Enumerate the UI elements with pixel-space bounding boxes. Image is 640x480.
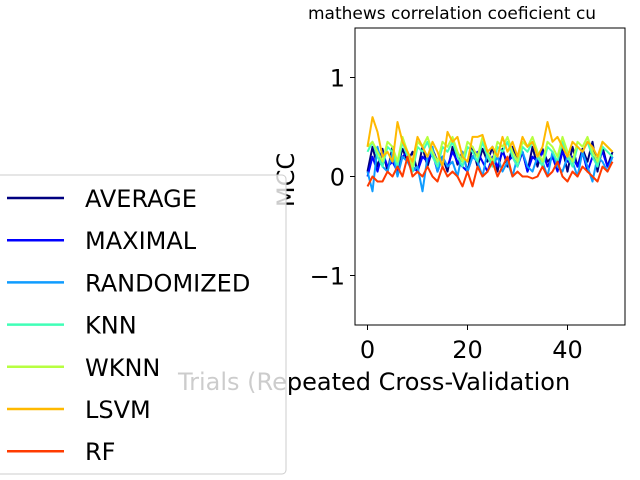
legend-label-average: AVERAGE (85, 185, 197, 213)
axes-frame (354, 27, 626, 326)
series-line-lsvm (366, 116, 614, 168)
legend-label-lsvm: LSVM (85, 396, 151, 424)
y-tick-label: 0 (330, 164, 345, 192)
legend-box (0, 174, 287, 475)
plot-lines (366, 116, 614, 193)
legend-label-rf: RF (85, 438, 115, 466)
x-tick-label: 40 (552, 336, 583, 364)
x-tick-label: 20 (452, 336, 483, 364)
x-axis-ticks: 0 20 40 (360, 325, 583, 364)
y-tick-label: 1 (330, 65, 345, 93)
y-axis-ticks: 1 0 −1 (310, 65, 355, 291)
y-tick-label: −1 (310, 263, 345, 291)
chart-title: mathews correlation coeficient cu (308, 4, 596, 24)
x-tick-label: 0 (360, 336, 375, 364)
legend-items: AVERAGE MAXIMAL RANDOMIZED KNN WKNN LSVM RF (7, 185, 250, 466)
legend-label-wknn: WKNN (85, 354, 160, 382)
legend-label-knn: KNN (85, 312, 137, 340)
legend: AVERAGE MAXIMAL RANDOMIZED KNN WKNN LSVM RF (0, 174, 287, 475)
series-line-rf (366, 155, 614, 188)
legend-label-maximal: MAXIMAL (85, 227, 197, 255)
legend-label-randomized: RANDOMIZED (85, 269, 250, 297)
